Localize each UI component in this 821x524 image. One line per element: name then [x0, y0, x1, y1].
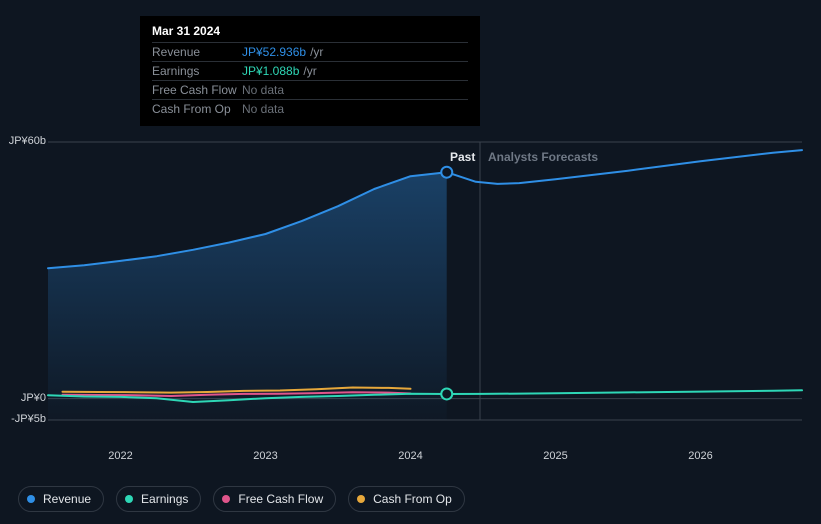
tooltip-row-label: Earnings [152, 64, 242, 78]
tooltip-row-value: JP¥1.088b [242, 64, 299, 78]
x-axis-label: 2023 [253, 450, 277, 462]
tooltip-row-label: Cash From Op [152, 102, 242, 116]
tooltip-row-value: No data [242, 83, 284, 97]
legend-item[interactable]: Cash From Op [348, 486, 465, 512]
tooltip-row: EarningsJP¥1.088b/yr [152, 61, 468, 80]
revenue-marker [441, 167, 452, 178]
legend-dot [27, 495, 35, 503]
chart-tooltip: Mar 31 2024RevenueJP¥52.936b/yrEarningsJ… [140, 16, 480, 126]
tooltip-row-label: Free Cash Flow [152, 83, 242, 97]
legend-dot [222, 495, 230, 503]
tooltip-row-value: JP¥52.936b [242, 45, 306, 59]
tooltip-row-suffix: /yr [303, 64, 316, 78]
tooltip-row: RevenueJP¥52.936b/yr [152, 42, 468, 61]
tooltip-title: Mar 31 2024 [152, 24, 468, 38]
chart-legend: Revenue Earnings Free Cash Flow Cash From O… [18, 486, 465, 512]
x-axis-label: 2026 [688, 450, 712, 462]
legend-label: Cash From Op [373, 492, 452, 506]
legend-dot [357, 495, 365, 503]
legend-label: Free Cash Flow [238, 492, 323, 506]
legend-dot [125, 495, 133, 503]
legend-item[interactable]: Free Cash Flow [213, 486, 336, 512]
x-axis-label: 2022 [108, 450, 132, 462]
revenue-area [48, 172, 447, 420]
tooltip-row-label: Revenue [152, 45, 242, 59]
x-axis-label: 2024 [398, 450, 422, 462]
tooltip-row: Cash From OpNo data [152, 99, 468, 118]
forecast-label: Analysts Forecasts [488, 150, 598, 164]
legend-label: Earnings [141, 492, 188, 506]
legend-item[interactable]: Revenue [18, 486, 104, 512]
past-label: Past [450, 150, 475, 164]
x-axis-label: 2025 [543, 450, 567, 462]
tooltip-row: Free Cash FlowNo data [152, 80, 468, 99]
legend-label: Revenue [43, 492, 91, 506]
y-axis-label: -JP¥5b [11, 413, 46, 425]
legend-item[interactable]: Earnings [116, 486, 201, 512]
earnings-marker [441, 388, 452, 399]
tooltip-row-suffix: /yr [310, 45, 323, 59]
y-axis-label: JP¥0 [21, 392, 46, 404]
y-axis-label: JP¥60b [9, 135, 46, 147]
tooltip-row-value: No data [242, 102, 284, 116]
